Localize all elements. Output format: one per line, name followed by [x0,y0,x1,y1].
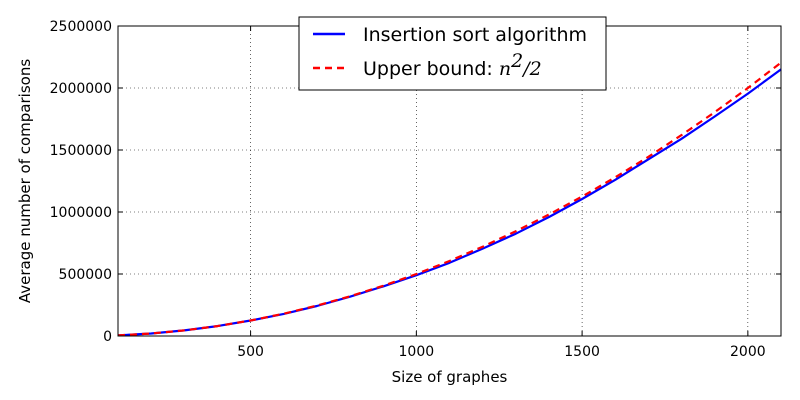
x-tick-label: 1000 [399,344,435,360]
legend-label-upper-bound-math-tail: /2 [521,58,542,80]
x-tick-label: 500 [237,344,264,360]
legend-box [298,16,607,91]
x-tick-label: 1500 [564,344,600,360]
series-lines [117,61,782,337]
x-tick-label: 2000 [730,344,766,360]
axis-ticks: 500 1000 1500 2000 0 500000 1000000 1500000 2000… [50,19,781,360]
legend: Insertion sort algorithm Upper bound: n2… [298,16,607,91]
y-tick-label: 500000 [59,267,112,283]
legend-label-upper-bound-math-exp: 2 [510,50,523,72]
y-tick-label: 1500000 [50,143,112,159]
legend-label-upper-bound: Upper bound: n2/2 [363,50,542,80]
legend-label-upper-bound-text: Upper bound: [363,58,499,80]
legend-label-insertion-sort: Insertion sort algorithm [363,24,587,46]
y-tick-label: 2000000 [50,81,112,97]
legend-label-upper-bound-math-base: n [499,58,511,80]
y-axis-label: Average number of comparisons [16,59,34,303]
series-line-upper-bound [117,61,782,337]
x-axis-label: Size of graphes [392,368,508,386]
y-tick-label: 0 [103,329,112,345]
y-tick-label: 2500000 [50,19,112,35]
axis-labels: Size of graphes Average number of compar… [16,59,508,386]
grid [118,26,781,336]
y-tick-label: 1000000 [50,205,112,221]
